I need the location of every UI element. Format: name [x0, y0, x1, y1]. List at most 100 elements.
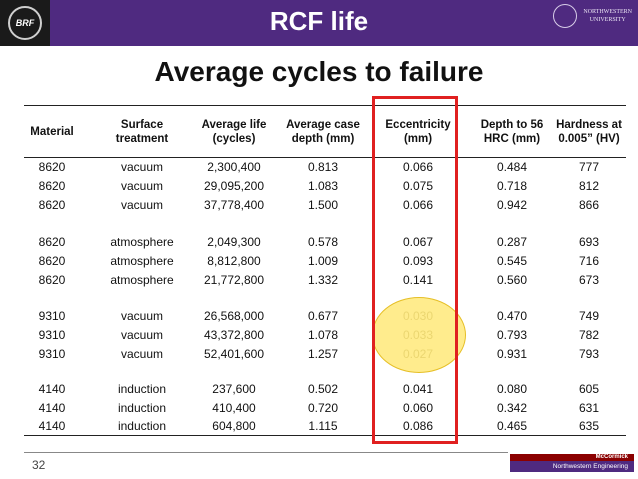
table-cell: 0.578	[307, 235, 339, 249]
table-cell: 604,800	[212, 419, 256, 433]
mccormick-logo-bottom: Northwestern Engineering	[552, 463, 628, 470]
table-cell: 605	[578, 382, 600, 396]
table-cell: 0.813	[307, 160, 339, 174]
northwestern-logo-line1: NORTHWESTERN	[583, 9, 632, 15]
table-cell: 8,812,800	[207, 254, 261, 268]
slide-subtitle: Average cycles to failure	[154, 56, 484, 87]
table-cell: vacuum	[120, 198, 164, 212]
table-cell: 8620	[38, 179, 66, 193]
table-cell: atmosphere	[110, 235, 174, 249]
table-cell: atmosphere	[110, 254, 174, 268]
table-cell: 29,095,200	[203, 179, 265, 193]
table-cell: vacuum	[120, 347, 164, 361]
table-cell: 1.500	[307, 198, 339, 212]
table-cell: 1.257	[307, 347, 339, 361]
table-cell: 9310	[38, 309, 66, 323]
table-cell: 0.545	[496, 254, 528, 268]
table-cell: 52,401,600	[203, 347, 265, 361]
table-cell: 2,300,400	[207, 160, 261, 174]
table-cell: 782	[578, 328, 600, 342]
table-cell: 0.465	[496, 419, 528, 433]
table-cell: 9310	[38, 347, 66, 361]
table-cell: 777	[578, 160, 600, 174]
table-cell: 1.083	[307, 179, 339, 193]
table-cell: 26,568,000	[203, 309, 265, 323]
column-header: Average life (cycles)	[201, 119, 267, 145]
table-cell: 0.060	[402, 401, 434, 415]
brf-logo-text: BRF	[15, 18, 35, 28]
column-header: Average case depth (mm)	[286, 119, 360, 145]
table-cell: 0.342	[496, 401, 528, 415]
table-cell: induction	[117, 382, 167, 396]
table-cell: 0.093	[402, 254, 434, 268]
table-cell: 8620	[38, 235, 66, 249]
table-cell: 0.067	[402, 235, 434, 249]
northwestern-seal-icon	[553, 4, 578, 28]
table-cell: 749	[578, 309, 600, 323]
table-cell: 237,600	[212, 382, 256, 396]
table-cell: 1.009	[307, 254, 339, 268]
eccentricity-column-box	[372, 96, 458, 444]
table-cell: 0.075	[402, 179, 434, 193]
table-cell: 716	[578, 254, 600, 268]
table-cell: 0.484	[496, 160, 528, 174]
table-cell: 693	[578, 235, 600, 249]
table-cell: 43,372,800	[203, 328, 265, 342]
table-cell: 4140	[38, 419, 66, 433]
table-cell: 673	[578, 273, 600, 287]
column-header: Material	[30, 126, 74, 138]
table-cell: 793	[578, 347, 600, 361]
table-cell: 1.332	[307, 273, 339, 287]
brf-logo: BRF	[0, 0, 50, 46]
header-bar	[0, 0, 638, 46]
table-cell: 0.141	[402, 273, 434, 287]
table-cell: 9310	[38, 328, 66, 342]
table-cell: 37,778,400	[203, 198, 265, 212]
northwestern-logo-line2: UNIVERSITY	[589, 17, 626, 23]
footer-rule	[24, 452, 508, 453]
table-cell: 0.086	[402, 419, 434, 433]
table-cell: 0.066	[402, 160, 434, 174]
table-cell: 0.793	[496, 328, 528, 342]
page-number: 32	[32, 458, 46, 472]
table-cell: 866	[578, 198, 600, 212]
table-cell: 2,049,300	[207, 235, 261, 249]
table-cell: 0.931	[496, 347, 528, 361]
table-cell: 0.502	[307, 382, 339, 396]
brf-logo-emblem: BRF	[8, 6, 42, 40]
table-cell: 0.718	[496, 179, 528, 193]
table-cell: vacuum	[120, 328, 164, 342]
table-cell: 21,772,800	[203, 273, 265, 287]
table-cell: induction	[117, 401, 167, 415]
eccentricity-highlight	[372, 297, 466, 373]
table-cell: 635	[578, 419, 600, 433]
table-cell: vacuum	[120, 160, 164, 174]
column-header: Eccentricity (mm)	[385, 119, 451, 145]
table-cell: 812	[578, 179, 600, 193]
table-cell: 0.720	[307, 401, 339, 415]
table-cell: 1.078	[307, 328, 339, 342]
table-cell: 631	[578, 401, 600, 415]
table-cell: 0.041	[402, 382, 434, 396]
table-cell: 1.115	[308, 419, 338, 433]
table-cell: 0.066	[402, 198, 434, 212]
table-bottom-rule	[24, 435, 626, 436]
northwestern-logo-text: NORTHWESTERN UNIVERSITY	[583, 8, 632, 24]
mccormick-logo-top: McCormick	[510, 454, 634, 461]
table-cell: 0.470	[496, 309, 528, 323]
table-cell: 8620	[38, 160, 66, 174]
table-cell: 0.942	[496, 198, 528, 212]
table-cell: atmosphere	[110, 273, 174, 287]
table-cell: 410,400	[212, 401, 256, 415]
table-cell: 4140	[38, 401, 66, 415]
table-cell: vacuum	[120, 309, 164, 323]
table-cell: 0.560	[496, 273, 528, 287]
table-cell: 4140	[38, 382, 66, 396]
table-cell: 0.287	[496, 235, 528, 249]
page-header-title: RCF life	[269, 6, 369, 36]
table-cell: 8620	[38, 254, 66, 268]
column-header: Hardness at 0.005” (HV)	[556, 119, 622, 145]
table-cell: induction	[117, 419, 167, 433]
column-header: Surface treatment	[115, 119, 169, 145]
table-cell: 8620	[38, 198, 66, 212]
